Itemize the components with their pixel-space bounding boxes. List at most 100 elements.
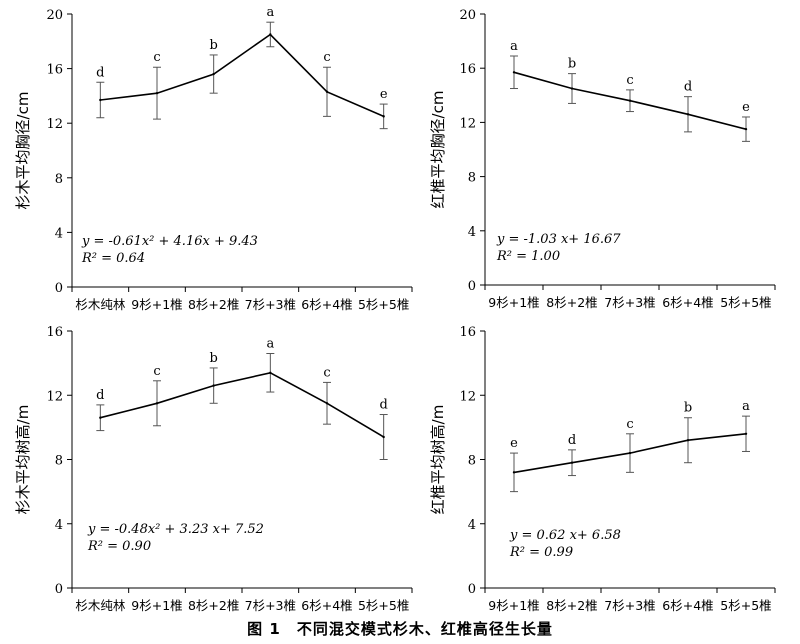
x-tick-label: 7杉+3椎: [604, 598, 655, 613]
significance-letter: c: [153, 364, 160, 379]
y-tick-label: 8: [55, 172, 63, 187]
significance-letter: c: [626, 73, 633, 88]
data-point: [686, 439, 690, 442]
data-point: [99, 416, 102, 419]
y-tick-label: 4: [55, 518, 63, 533]
y-axis-label: 红椎平均胸径/cm: [429, 91, 447, 209]
data-point: [628, 99, 632, 102]
significance-letter: d: [380, 398, 388, 413]
y-tick-label: 0: [468, 582, 476, 597]
x-tick-label: 8杉+2椎: [546, 295, 597, 310]
chart-panel-4: 0 4 8 12 16 9杉+1椎 8杉+2椎 7杉+3椎 6杉+4椎 5杉+5椎 红椎平均树高/m…: [429, 325, 776, 613]
significance-letter: c: [323, 50, 330, 65]
figure-caption: 图 1 不同混交模式杉木、红椎高径生长量: [247, 620, 553, 638]
data-point: [512, 71, 516, 74]
data-point: [570, 461, 574, 464]
y-tick-label: 4: [468, 518, 476, 533]
r-squared-label: R² = 0.64: [81, 251, 145, 266]
x-tick-label: 8杉+2椎: [188, 598, 239, 613]
data-point: [212, 72, 215, 76]
y-tick-label: 20: [46, 8, 63, 23]
chart-panel-2: 0 4 8 12 16 20 9杉+1椎 8杉+2椎 7杉+3椎 6杉+4椎 5杉+5椎 红椎平均胸径…: [429, 8, 776, 310]
regression-equation: y = -0.61x² + 4.16x + 9.43: [81, 234, 258, 249]
x-tick-label: 9杉+1椎: [488, 295, 539, 310]
significance-letter: a: [266, 336, 274, 351]
data-point: [212, 384, 215, 387]
r-squared-label: R² = 0.90: [87, 539, 151, 554]
x-tick-label: 5杉+5椎: [720, 295, 771, 310]
regression-equation: y = 0.62 x+ 6.58: [509, 528, 621, 543]
significance-letter: c: [323, 365, 330, 380]
x-tick-label: 9杉+1椎: [488, 598, 539, 613]
y-tick-label: 12: [459, 389, 476, 404]
x-tick-label: 9杉+1椎: [131, 297, 182, 312]
significance-letter: c: [626, 417, 633, 432]
x-tick-label: 6杉+4椎: [662, 295, 713, 310]
y-tick-label: 16: [46, 325, 63, 340]
data-point: [570, 87, 574, 90]
x-tick-label: 5杉+5椎: [358, 598, 409, 613]
significance-letter: a: [266, 5, 274, 20]
x-tick-label: 7杉+3椎: [245, 297, 296, 312]
significance-letter: d: [96, 388, 104, 403]
data-point: [744, 432, 748, 435]
x-tick-label: 杉木纯林: [75, 598, 126, 613]
x-tick-label: 杉木纯林: [75, 297, 126, 312]
y-axis-label: 杉木平均胸径/cm: [14, 92, 32, 210]
y-tick-label: 8: [55, 454, 63, 469]
data-point: [382, 435, 385, 439]
significance-letter: a: [510, 39, 518, 54]
x-tick-label: 5杉+5椎: [358, 297, 409, 312]
x-tick-label: 6杉+4椎: [301, 598, 352, 613]
y-tick-label: 8: [468, 171, 476, 186]
y-tick-label: 20: [459, 8, 476, 23]
chart-panel-3: 0 4 8 12 16 杉木纯林 9杉+1椎 8杉+2椎 7杉+3椎 6杉+4椎 5杉+5椎 杉木平均…: [14, 325, 413, 613]
significance-letter: e: [510, 436, 518, 451]
data-point: [325, 90, 329, 94]
data-point: [269, 33, 272, 36]
data-point: [628, 451, 632, 455]
regression-equation: y = -0.48x² + 3.23 x+ 7.52: [87, 522, 264, 537]
y-tick-label: 16: [459, 325, 476, 340]
x-tick-label: 6杉+4椎: [662, 598, 713, 613]
x-tick-label: 5杉+5椎: [720, 598, 771, 613]
x-tick-label: 7杉+3椎: [245, 598, 296, 613]
r-squared-label: R² = 0.99: [509, 545, 573, 560]
series-line: [100, 33, 385, 118]
significance-letter: b: [210, 38, 218, 53]
x-tick-label: 7杉+3椎: [604, 295, 655, 310]
y-tick-label: 0: [55, 582, 63, 597]
x-tick-label: 9杉+1椎: [131, 598, 182, 613]
data-point: [155, 402, 159, 405]
significance-letter: a: [742, 399, 750, 414]
significance-letter: d: [684, 80, 692, 95]
x-tick-label: 8杉+2椎: [546, 598, 597, 613]
significance-letter: b: [684, 401, 692, 416]
data-point: [686, 113, 690, 116]
data-point: [382, 115, 385, 118]
r-squared-label: R² = 1.00: [496, 249, 560, 264]
significance-letter: b: [210, 351, 218, 366]
x-tick-label: 6杉+4椎: [301, 297, 352, 312]
significance-letter: e: [742, 100, 750, 115]
y-tick-label: 12: [459, 116, 476, 131]
y-axis-label: 红椎平均树高/m: [429, 405, 447, 515]
significance-letter: b: [568, 57, 576, 72]
series-line: [100, 371, 385, 438]
data-point: [512, 471, 516, 474]
y-tick-label: 16: [459, 62, 476, 77]
data-point: [155, 91, 159, 95]
data-point: [269, 371, 272, 374]
y-tick-label: 0: [55, 281, 63, 296]
data-point: [99, 98, 102, 102]
data-point: [325, 402, 329, 405]
regression-equation: y = -1.03 x+ 16.67: [496, 232, 621, 247]
y-tick-label: 8: [468, 454, 476, 469]
y-tick-label: 0: [468, 279, 476, 294]
y-tick-label: 4: [55, 226, 63, 241]
significance-letter: c: [153, 50, 160, 65]
significance-letter: e: [380, 87, 388, 102]
y-tick-label: 12: [46, 389, 63, 404]
